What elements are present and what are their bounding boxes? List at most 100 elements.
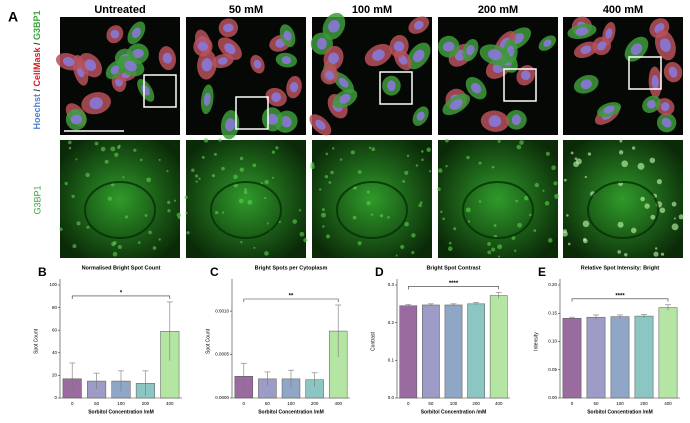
speckle xyxy=(575,158,582,165)
speckle xyxy=(71,194,75,199)
y-tick-label: 60 xyxy=(52,327,58,332)
nucleus xyxy=(575,27,589,36)
nucleus xyxy=(289,82,299,93)
speckle xyxy=(617,221,624,228)
speckle xyxy=(303,237,308,243)
speckle xyxy=(239,167,244,172)
nucleus xyxy=(668,66,678,78)
speckle xyxy=(491,165,495,169)
error-bar xyxy=(118,370,124,392)
speckle xyxy=(406,154,410,158)
nucleus xyxy=(131,27,141,39)
speckle xyxy=(619,139,623,143)
speckle xyxy=(299,231,305,237)
speckle xyxy=(324,175,329,179)
significance-label: **** xyxy=(615,293,625,299)
speckle xyxy=(566,214,569,217)
speckle xyxy=(68,146,72,150)
x-tick-label: 100 xyxy=(287,401,295,406)
speckle xyxy=(243,190,248,195)
speckle xyxy=(148,230,152,235)
speckle xyxy=(583,238,588,244)
speckle xyxy=(266,222,269,225)
speckle xyxy=(442,217,445,221)
speckle xyxy=(68,140,72,145)
nucleus xyxy=(281,56,292,65)
speckle xyxy=(445,138,449,143)
y-axis-label: Spot Count xyxy=(33,328,39,354)
speckle xyxy=(582,220,590,228)
speckle xyxy=(400,244,405,250)
significance-bracket xyxy=(71,295,171,299)
speckle xyxy=(213,152,217,156)
nucleus xyxy=(597,41,607,51)
speckle xyxy=(371,147,376,152)
image-bottom xyxy=(60,140,180,258)
speckle xyxy=(448,241,452,245)
speckle xyxy=(516,144,522,150)
bar xyxy=(610,316,630,399)
speckle xyxy=(86,225,90,229)
bar xyxy=(562,318,582,399)
speckle xyxy=(328,181,332,184)
nucleus xyxy=(416,111,425,121)
nucleus xyxy=(413,20,424,30)
speckle xyxy=(551,165,556,171)
y-tick-label: 0.1 xyxy=(388,358,395,363)
row-label-part: CellMask xyxy=(32,47,42,87)
speckle xyxy=(325,152,329,156)
speckle xyxy=(215,210,219,215)
nucleus xyxy=(62,57,75,67)
speckle xyxy=(649,157,656,164)
row-label: Hoechst / CellMask / G3BP1 xyxy=(32,10,42,129)
speckle xyxy=(117,244,122,249)
speckle xyxy=(158,158,161,161)
speckle xyxy=(110,146,116,152)
nucleus xyxy=(162,52,173,64)
speckle xyxy=(238,198,244,204)
speckle xyxy=(514,249,517,252)
speckle xyxy=(529,213,532,217)
speckle xyxy=(466,155,470,160)
y-axis-label: Contrast xyxy=(370,331,376,351)
nucleus xyxy=(511,114,522,126)
speckle xyxy=(194,174,199,178)
speckle xyxy=(85,172,90,178)
image-bottom xyxy=(312,140,432,258)
nucleus xyxy=(488,115,502,128)
speckle xyxy=(515,199,519,203)
speckle xyxy=(292,219,298,224)
error-bar xyxy=(142,370,149,396)
speckle xyxy=(656,179,662,185)
nucleus xyxy=(253,59,262,69)
speckle xyxy=(211,173,216,178)
significance-bracket xyxy=(408,286,499,290)
error-bar xyxy=(641,314,647,318)
speckle xyxy=(653,251,659,257)
speckle xyxy=(428,170,432,173)
speckle xyxy=(184,195,188,200)
speckle xyxy=(660,252,665,256)
cell-outline xyxy=(462,181,534,239)
speckle xyxy=(166,170,169,173)
cell-outline xyxy=(587,181,659,239)
inset-box xyxy=(628,56,662,90)
speckle xyxy=(122,176,125,179)
nucleus xyxy=(372,49,385,61)
speckle xyxy=(498,255,501,258)
speckle xyxy=(465,207,471,213)
nucleus xyxy=(271,92,282,103)
error-bar xyxy=(311,372,318,387)
speckle xyxy=(553,181,558,186)
row-label-part: / xyxy=(32,40,42,48)
y-tick-label: 0.2 xyxy=(388,320,395,325)
speckle xyxy=(678,214,684,220)
speckle xyxy=(244,188,247,191)
nucleus xyxy=(217,57,228,65)
nucleus xyxy=(84,59,97,71)
nucleus xyxy=(520,70,531,81)
nucleus xyxy=(266,113,279,125)
x-axis-label: Sorbitol Concentration /mM xyxy=(258,409,324,415)
cell-outline xyxy=(84,181,156,239)
speckle xyxy=(570,151,574,155)
